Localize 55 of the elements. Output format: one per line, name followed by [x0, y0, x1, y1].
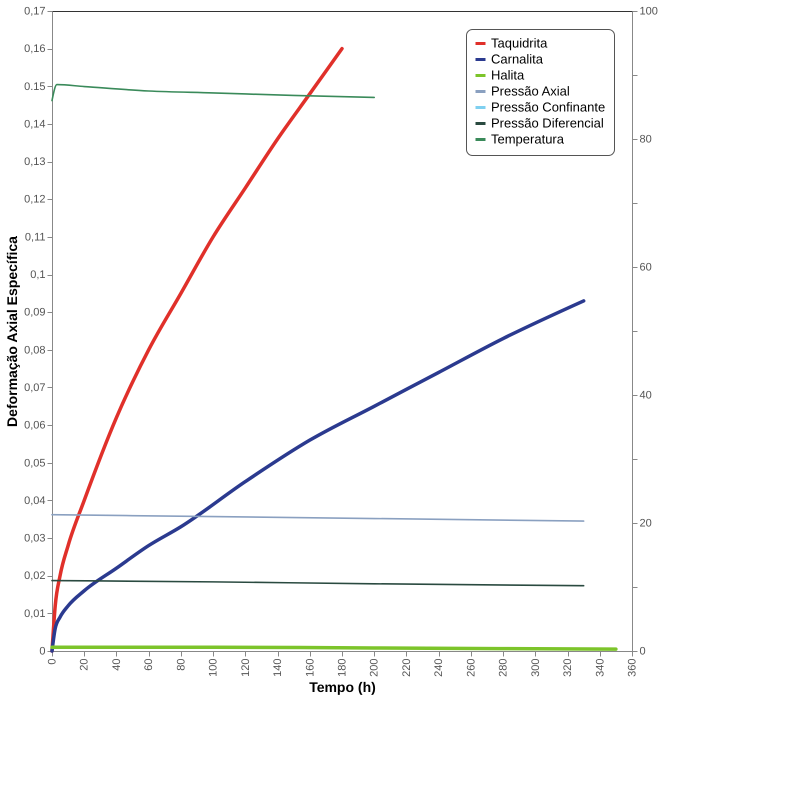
y-tick-label: 0,17 — [24, 6, 46, 18]
legend-label: Carnalita — [491, 52, 544, 66]
x-tick-label: 120 — [240, 658, 252, 677]
legend-label: Pressão Confinante — [491, 100, 606, 114]
y-tick-label: 0,06 — [24, 420, 46, 432]
y-tick-label: 0 — [39, 646, 46, 658]
y-tick-label: 0,09 — [24, 306, 46, 319]
legend-label: Temperatura — [491, 132, 565, 146]
y2-tick-label: 100 — [640, 6, 658, 18]
line-series — [51, 514, 584, 522]
x-tick-label: 100 — [208, 658, 220, 677]
x-tick-label: 200 — [368, 658, 381, 677]
legend-label: Taquidrita — [491, 36, 548, 50]
x-tick-label: 300 — [530, 658, 542, 677]
x-tick-label: 240 — [433, 658, 446, 677]
y-tick-label: 0,01 — [24, 608, 46, 620]
x-tick-label: 40 — [110, 658, 123, 671]
y-tick-label: 0,16 — [24, 43, 46, 56]
y-axis-title: Deformação Axial Específica — [4, 236, 20, 427]
x-tick-label: 180 — [336, 658, 348, 677]
x-tick-label: 160 — [304, 658, 316, 677]
legend-label: Halita — [491, 68, 526, 82]
x-tick-label: 360 — [626, 658, 638, 677]
y-tick-label: 0,05 — [24, 457, 46, 470]
y2-tick-label: 60 — [640, 262, 652, 274]
y-tick-label: 0.15 — [24, 80, 46, 93]
x-tick-label: 220 — [400, 658, 413, 677]
y-tick-label: 0,1 — [30, 269, 46, 282]
legend-label: Pressão Diferencial — [491, 116, 604, 130]
y-tick-label: 0,03 — [24, 532, 46, 545]
y2-tick-label: 80 — [640, 134, 652, 146]
y-tick-label: 0,11 — [24, 231, 46, 244]
y-tick-label: 0,08 — [24, 344, 46, 356]
y-tick-label: 0,07 — [24, 382, 46, 394]
x-tick-label: 320 — [562, 658, 574, 677]
x-tick-label: 0 — [46, 658, 58, 665]
y-tick-label: 0,04 — [24, 494, 46, 507]
y-tick-label: 0,13 — [24, 156, 46, 168]
x-tick-label: 340 — [594, 658, 606, 677]
x-tick-label: 280 — [498, 658, 510, 677]
x-tick-label: 20 — [78, 658, 91, 671]
y2-tick-label: 40 — [640, 390, 652, 402]
y2-tick-label: 0 — [640, 646, 646, 658]
x-tick-label: 140 — [272, 658, 284, 677]
y2-tick-label: 20 — [640, 518, 652, 530]
x-tick-label: 80 — [175, 658, 188, 671]
y-tick-label: 0,14 — [24, 118, 46, 130]
x-tick-label: 260 — [465, 658, 478, 677]
legend-label: Pressão Axial — [491, 84, 570, 98]
x-axis-title: Tempo (h) — [309, 678, 376, 695]
line-series — [51, 84, 376, 102]
x-tick-label: 60 — [143, 658, 156, 671]
y-tick-label: 0,12 — [24, 194, 46, 206]
line-series — [50, 299, 586, 653]
y-tick-label: 0,02 — [24, 570, 46, 582]
